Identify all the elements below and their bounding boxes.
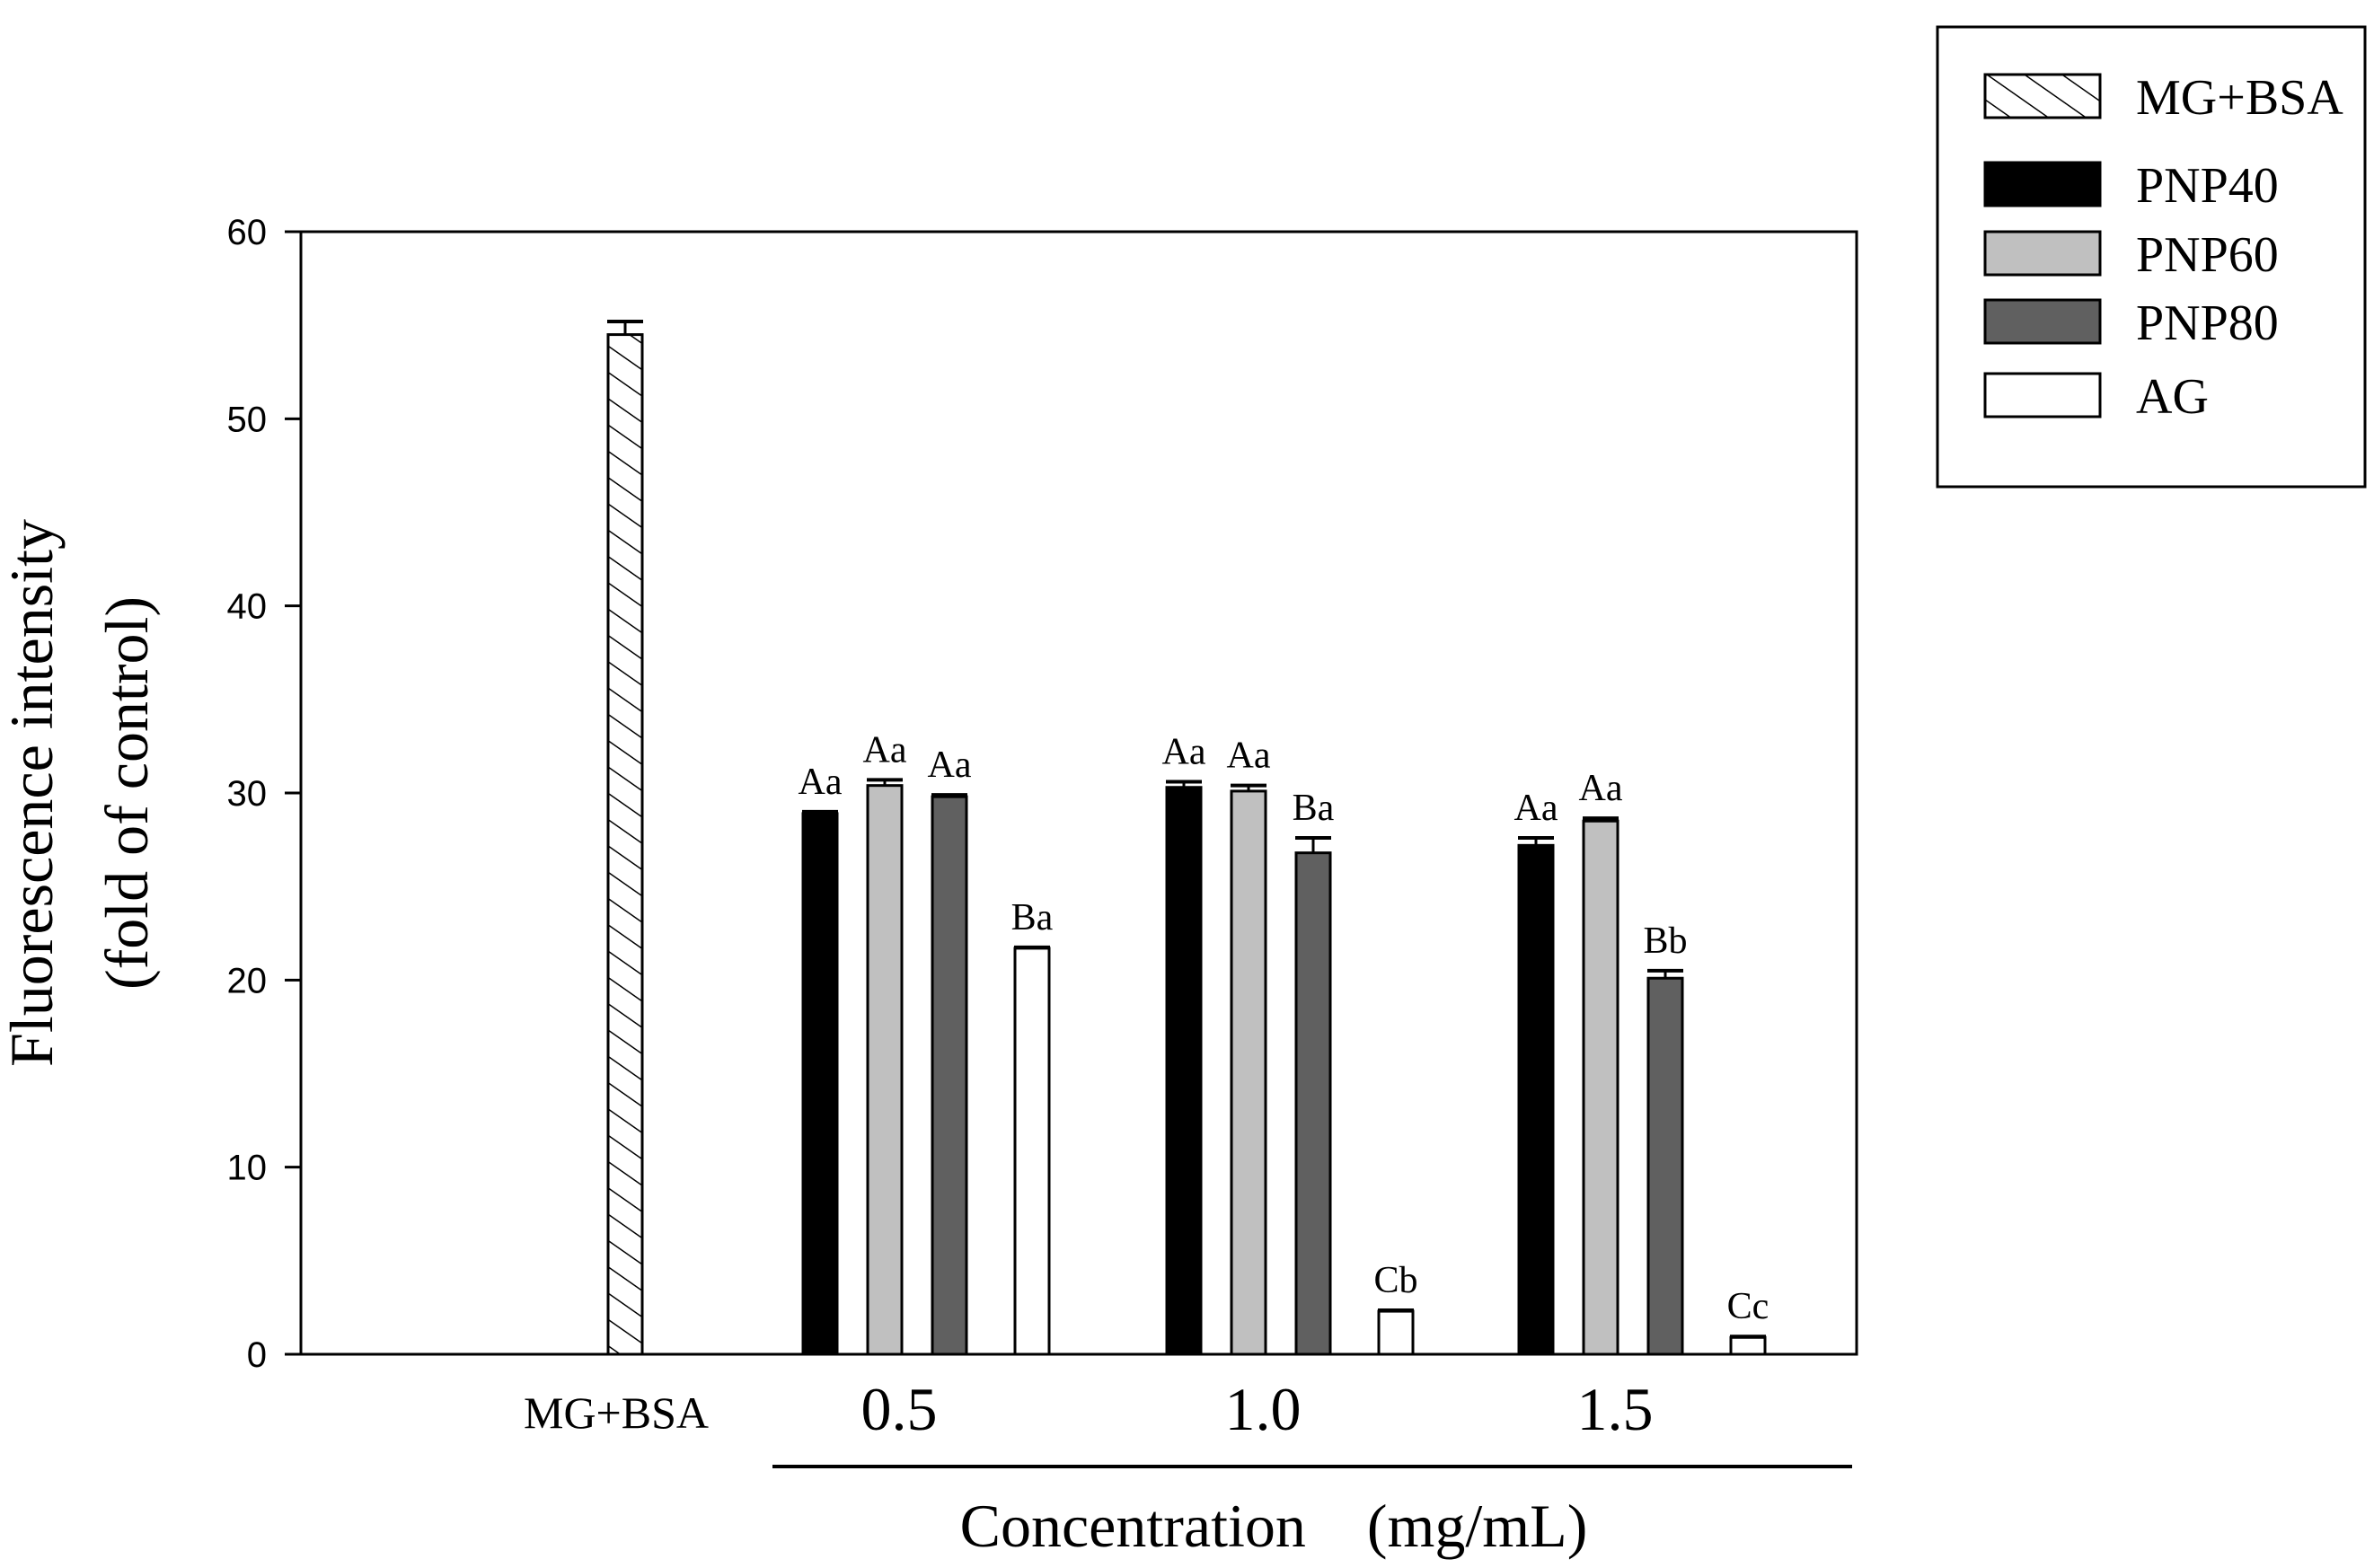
x-axis-label: Concentration (mg/mL) xyxy=(960,1492,1588,1560)
bar-pnp40-1-0 xyxy=(1165,786,1203,1356)
legend-label-pnp40: PNP40 xyxy=(2136,158,2279,214)
bar-pnp40-1-0-significance-label: Aa xyxy=(1162,732,1206,773)
y-tick-label: 60 xyxy=(227,213,268,252)
bar-pnp60-0-5 xyxy=(866,784,904,1356)
bar-pnp40-1-5 xyxy=(1517,843,1555,1356)
bar-ag-0-5 xyxy=(1013,947,1051,1356)
bar-pnp60-1-0-significance-label: Aa xyxy=(1227,736,1271,777)
bar-ag-1-0 xyxy=(1377,1309,1415,1356)
y-tick-label: 50 xyxy=(227,400,268,439)
legend-swatch-pnp60 xyxy=(1983,230,2102,277)
x-category-label: 1.0 xyxy=(1225,1375,1302,1443)
y-tick-label: 20 xyxy=(227,961,268,1000)
bar-ag-1-5-significance-label: Cc xyxy=(1727,1286,1769,1327)
legend-swatch-pnp80 xyxy=(1983,298,2102,345)
legend: MG+BSA PNP40 PNP60 PNP80 AG xyxy=(1983,70,2343,425)
y-tick-label: 30 xyxy=(227,774,268,814)
bar-pnp80-1-5 xyxy=(1646,976,1684,1356)
y-axis-label-line2: (fold of control) xyxy=(93,596,161,990)
bar-pnp40-1-5-significance-label: Aa xyxy=(1514,788,1558,829)
bars-group: Aa Aa Aa Ba Aa Aa Ba Cb Aa Aa Bb Cc xyxy=(606,320,1769,1356)
bar-ag-1-0-significance-label: Cb xyxy=(1373,1260,1417,1301)
bar-control xyxy=(606,333,644,1356)
bar-pnp60-1-0 xyxy=(1230,789,1267,1356)
x-label-control: MG+BSA xyxy=(524,1387,709,1438)
legend-label-pnp60: PNP60 xyxy=(2136,227,2279,283)
x-category-label: 0.5 xyxy=(861,1375,938,1443)
legend-label-pnp80: PNP80 xyxy=(2136,295,2279,351)
bar-pnp80-1-0-significance-label: Ba xyxy=(1293,788,1335,829)
bar-pnp40-0-5 xyxy=(801,812,839,1356)
x-category-labels: 0.5 1.0 1.5 xyxy=(861,1375,1654,1443)
y-tick-label: 10 xyxy=(227,1149,268,1188)
y-tick-label: 40 xyxy=(227,587,268,627)
legend-label-mg-bsa: MG+BSA xyxy=(2136,70,2343,126)
x-category-label: 1.5 xyxy=(1577,1375,1654,1443)
bar-pnp60-1-5 xyxy=(1582,819,1619,1356)
bar-pnp60-1-5-significance-label: Aa xyxy=(1579,768,1623,809)
plot-frame xyxy=(299,230,1858,1356)
bar-pnp40-0-5-significance-label: Aa xyxy=(799,762,843,803)
bar-ag-1-5 xyxy=(1729,1335,1767,1356)
legend-swatch-pnp40 xyxy=(1983,161,2102,207)
legend-swatch-ag xyxy=(1983,372,2102,418)
bar-pnp80-0-5 xyxy=(931,795,968,1356)
bar-pnp80-0-5-significance-label: Aa xyxy=(928,744,972,786)
bar-pnp80-1-0 xyxy=(1294,851,1332,1356)
bar-pnp60-0-5-significance-label: Aa xyxy=(863,729,907,771)
y-axis-label-line1: Fluorescence intensity xyxy=(0,519,66,1067)
y-axis: 0 10 20 30 40 50 60 xyxy=(227,213,301,1375)
legend-swatch-mg-bsa xyxy=(1983,73,2102,119)
legend-label-ag: AG xyxy=(2136,369,2209,425)
bar-pnp80-1-5-significance-label: Bb xyxy=(1643,921,1687,962)
y-tick-label: 0 xyxy=(247,1335,267,1375)
bar-ag-0-5-significance-label: Ba xyxy=(1011,897,1054,938)
